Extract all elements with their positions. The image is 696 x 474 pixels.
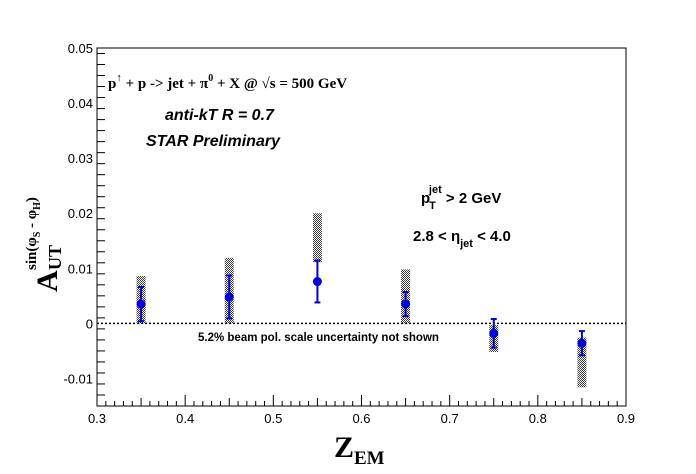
eta-sub: jet	[459, 238, 473, 250]
y-tick-label: -0.01	[63, 371, 93, 386]
data-point	[489, 328, 499, 338]
annotation-algorithm: anti-kT R = 0.7	[165, 107, 275, 124]
annotation-scale-note: 5.2% beam pol. scale uncertainty not sho…	[198, 332, 439, 344]
data-points	[136, 277, 587, 348]
x-axis-ticks: 0.3 0.4 0.5 0.6 0.7 0.8 0.9	[88, 395, 635, 426]
x-axis-label-main: Z	[334, 431, 354, 464]
x-tick-label: 0.8	[529, 411, 547, 426]
y-tick-label: 0.04	[68, 96, 93, 111]
pt-value: > 2 GeV	[442, 190, 502, 207]
annotation-preliminary: STAR Preliminary	[146, 133, 281, 150]
sup-sin: sin(φ	[24, 237, 40, 270]
annotation-reaction: p↑ + p -> jet + π0 + X @ √s = 500 GeV	[108, 72, 347, 92]
pt-sub: T	[429, 200, 436, 212]
eta-upper: < 4.0	[473, 228, 511, 245]
y-tick-label: 0	[86, 316, 93, 331]
x-axis-label-sub: EM	[354, 448, 385, 469]
reaction-x: + X @	[213, 76, 261, 92]
y-axis-label-main: A	[31, 270, 64, 292]
reaction-mid: + p -> jet + π	[122, 76, 209, 92]
pt-sup: jet	[428, 184, 442, 196]
data-point	[577, 338, 587, 348]
y-axis-label-superscript: sin(φS - φH)	[24, 197, 43, 270]
systematic-band	[312, 213, 322, 263]
reaction-p: p	[108, 76, 116, 92]
sup-sub-h: H	[32, 202, 43, 210]
reaction-up-arrow: ↑	[116, 72, 122, 84]
x-tick-label: 0.5	[264, 411, 282, 426]
x-axis-label: Z EM	[334, 431, 385, 469]
y-axis-label-sub: UT	[45, 245, 65, 270]
reaction-energy: √s = 500 GeV	[262, 76, 348, 92]
pt-p: p	[421, 190, 430, 207]
systematic-band	[577, 337, 587, 388]
x-tick-label: 0.7	[441, 411, 459, 426]
data-point	[401, 299, 411, 309]
data-point	[224, 292, 234, 302]
y-axis-label: A UT sin(φS - φH)	[24, 197, 65, 292]
data-point	[136, 299, 146, 309]
sup-minus: - φ	[24, 210, 40, 232]
reaction-pi-charge: 0	[208, 73, 213, 84]
y-tick-label: 0.01	[68, 261, 93, 276]
plot-frame	[96, 47, 627, 407]
x-tick-label: 0.3	[88, 411, 106, 426]
sup-sub-s: S	[32, 231, 43, 237]
x-tick-label: 0.9	[617, 411, 635, 426]
annotation-eta-cut: 2.8 < ηjet < 4.0	[413, 228, 511, 250]
y-tick-label: 0.05	[68, 41, 93, 56]
systematic-bands	[136, 213, 587, 388]
eta-lower: 2.8 < η	[413, 228, 460, 245]
sup-close: )	[24, 197, 40, 202]
y-axis-ticks: -0.01 0 0.01 0.02 0.03 0.04 0.05	[63, 41, 105, 407]
data-point	[312, 277, 322, 287]
x-tick-label: 0.6	[352, 411, 370, 426]
y-tick-label: 0.02	[68, 206, 93, 221]
y-tick-label: 0.03	[68, 151, 93, 166]
x-tick-label: 0.4	[176, 411, 194, 426]
annotation-pt-cut: pTjet > 2 GeV	[421, 184, 501, 212]
